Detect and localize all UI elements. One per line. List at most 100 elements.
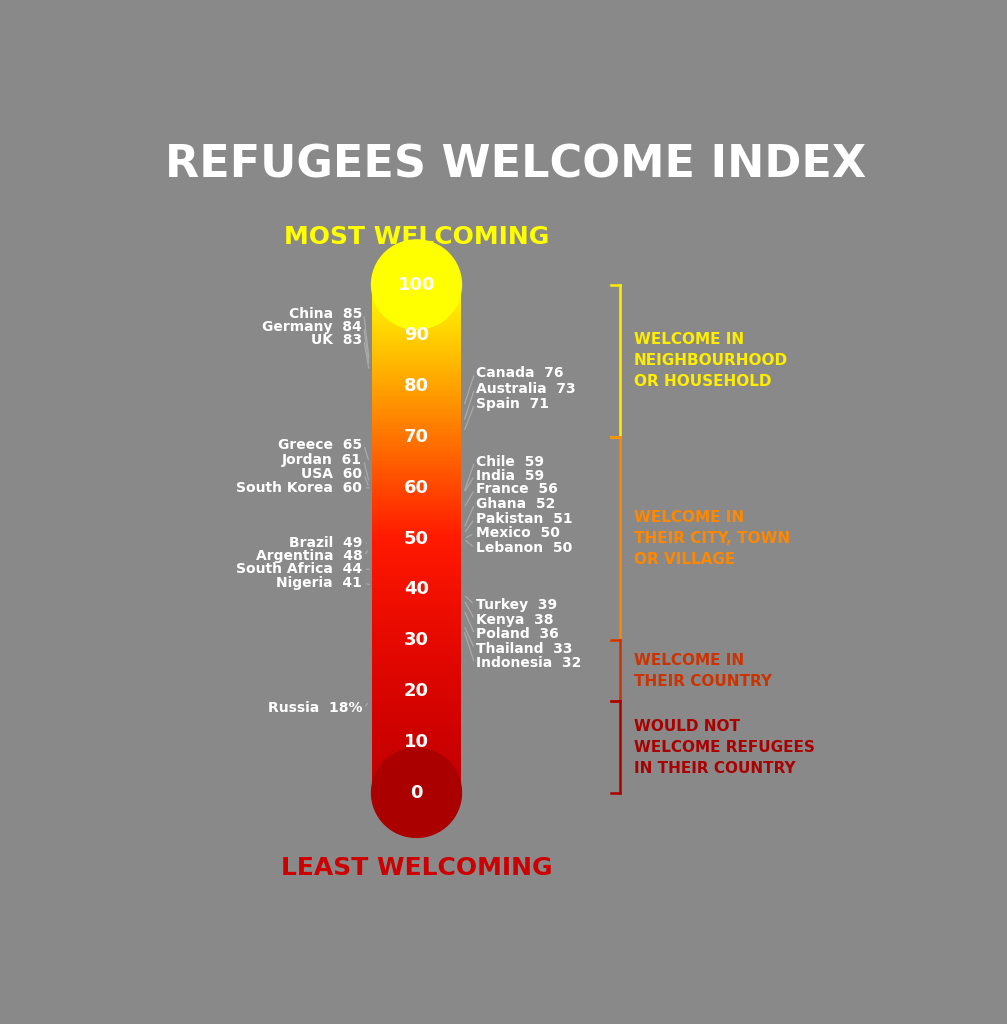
Bar <box>372 547 461 549</box>
Bar <box>372 549 461 551</box>
Bar <box>372 322 461 324</box>
Text: Germany  84: Germany 84 <box>263 319 363 334</box>
Bar <box>372 644 461 645</box>
Bar <box>372 705 461 707</box>
Bar <box>372 503 461 505</box>
Bar <box>372 749 461 751</box>
Bar <box>372 683 461 684</box>
Bar <box>372 537 461 539</box>
Bar <box>372 776 461 777</box>
Bar <box>372 569 461 570</box>
Bar <box>372 391 461 393</box>
Text: 20: 20 <box>404 682 429 700</box>
Bar <box>372 515 461 517</box>
Bar <box>372 528 461 530</box>
Bar <box>372 334 461 336</box>
Bar <box>372 370 461 371</box>
Bar <box>372 575 461 578</box>
Bar <box>372 639 461 640</box>
Bar <box>372 398 461 399</box>
Bar <box>372 518 461 520</box>
Bar <box>372 318 461 321</box>
Bar <box>372 536 461 537</box>
Bar <box>372 713 461 715</box>
Bar <box>372 767 461 769</box>
Bar <box>372 425 461 427</box>
Bar <box>372 362 461 365</box>
Bar <box>372 510 461 512</box>
Bar <box>372 502 461 503</box>
Bar <box>372 699 461 701</box>
Bar <box>372 622 461 624</box>
Bar <box>372 786 461 787</box>
Bar <box>372 354 461 355</box>
Bar <box>372 614 461 616</box>
Text: South Korea  60: South Korea 60 <box>237 481 363 495</box>
Bar <box>372 293 461 295</box>
Bar <box>372 578 461 580</box>
Bar <box>372 632 461 634</box>
Bar <box>372 497 461 498</box>
Text: UK  83: UK 83 <box>311 333 363 347</box>
Bar <box>372 620 461 622</box>
Bar <box>372 684 461 686</box>
Bar <box>372 349 461 350</box>
Text: Jordan  61: Jordan 61 <box>282 454 363 467</box>
Bar <box>372 336 461 337</box>
Bar <box>372 298 461 300</box>
Bar <box>372 403 461 404</box>
Bar <box>372 605 461 606</box>
Bar <box>372 432 461 433</box>
Bar <box>372 554 461 556</box>
Bar <box>372 779 461 781</box>
Bar <box>372 673 461 674</box>
Bar <box>372 666 461 668</box>
Bar <box>372 337 461 339</box>
Bar <box>372 541 461 542</box>
Bar <box>372 342 461 344</box>
Bar <box>372 585 461 586</box>
Bar <box>372 717 461 718</box>
Text: Indonesia  32: Indonesia 32 <box>476 656 582 671</box>
Bar <box>372 301 461 303</box>
Text: Thailand  33: Thailand 33 <box>476 642 573 655</box>
Bar <box>372 668 461 669</box>
Bar <box>372 341 461 342</box>
Bar <box>372 487 461 489</box>
Bar <box>372 371 461 373</box>
Bar <box>372 388 461 389</box>
Text: South Africa  44: South Africa 44 <box>236 562 363 577</box>
Bar <box>372 634 461 635</box>
Bar <box>372 588 461 590</box>
Bar <box>372 401 461 403</box>
Bar <box>372 331 461 332</box>
Bar <box>372 479 461 481</box>
Bar <box>372 774 461 776</box>
Text: Brazil  49: Brazil 49 <box>289 536 363 550</box>
Bar <box>372 505 461 507</box>
Bar <box>372 764 461 766</box>
Bar <box>372 534 461 536</box>
Bar <box>372 368 461 370</box>
Bar <box>372 756 461 757</box>
Bar <box>372 292 461 293</box>
Text: Nigeria  41: Nigeria 41 <box>276 577 363 591</box>
Bar <box>372 766 461 767</box>
Text: USA  60: USA 60 <box>301 467 363 481</box>
Text: Turkey  39: Turkey 39 <box>476 598 557 612</box>
Circle shape <box>372 240 461 330</box>
Bar <box>372 315 461 316</box>
Bar <box>372 373 461 375</box>
Bar <box>372 332 461 334</box>
Bar <box>372 492 461 493</box>
Bar <box>372 732 461 733</box>
Bar <box>372 513 461 515</box>
Bar <box>372 366 461 368</box>
Bar <box>372 498 461 500</box>
Bar <box>372 728 461 730</box>
Text: Poland  36: Poland 36 <box>476 627 559 641</box>
Text: 70: 70 <box>404 428 429 446</box>
Bar <box>372 424 461 425</box>
Bar <box>372 600 461 601</box>
Bar <box>372 347 461 349</box>
